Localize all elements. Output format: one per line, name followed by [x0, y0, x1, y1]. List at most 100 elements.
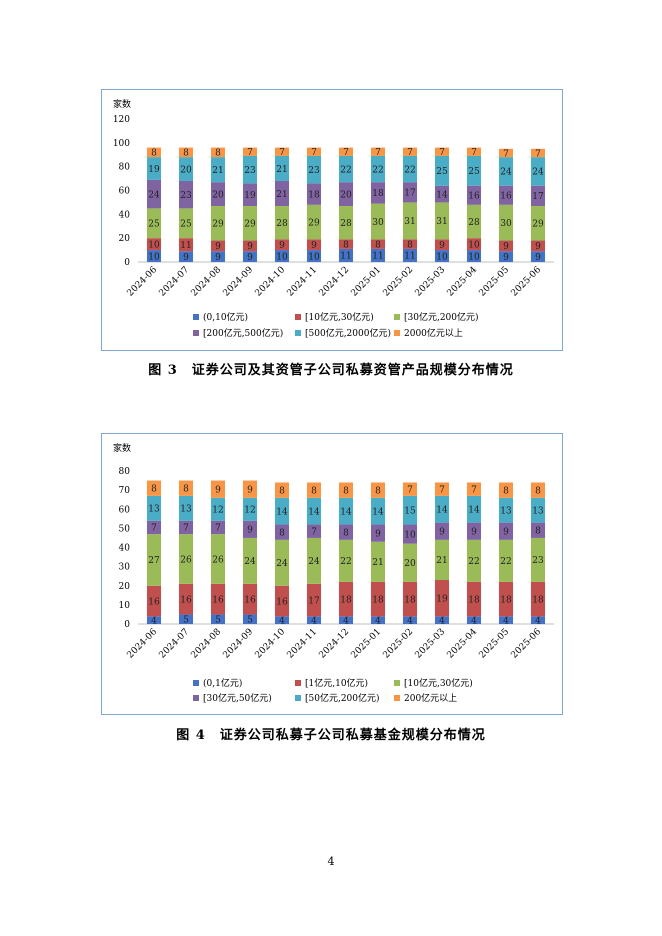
data-label: 9 — [471, 528, 477, 538]
data-label: 19 — [436, 594, 448, 604]
data-label: 16 — [180, 595, 192, 605]
data-label: 12 — [244, 506, 255, 516]
bar-segment — [370, 541, 386, 582]
bar-segment — [306, 616, 322, 624]
data-label: 9 — [535, 253, 541, 263]
bar-segment — [434, 185, 450, 203]
bar-segment — [306, 482, 322, 498]
bar-segment — [338, 155, 354, 183]
data-label: 9 — [439, 241, 445, 251]
data-label: 4 — [343, 616, 349, 626]
x-tick-label: 2025-05 — [478, 627, 512, 661]
data-label: 9 — [247, 253, 253, 263]
bar-segment — [210, 240, 226, 252]
bar-segment — [402, 248, 418, 262]
bar-segment — [210, 520, 226, 535]
x-tick-label: 2025-06 — [510, 265, 544, 299]
bar-segment — [530, 482, 546, 498]
legend-label: [500亿元,2000亿元) — [305, 327, 391, 339]
bar-segment — [178, 147, 194, 158]
y-axis-label: 家数 — [113, 442, 131, 454]
bar-segment — [242, 480, 258, 498]
bar-segment — [434, 239, 450, 251]
data-label: 24 — [244, 557, 256, 567]
bar-segment — [274, 205, 290, 240]
x-tick-label: 2024-08 — [190, 265, 224, 299]
bar-segment — [402, 543, 418, 582]
legend-swatch — [394, 314, 400, 320]
bar-segment — [146, 208, 162, 239]
data-label: 29 — [212, 220, 224, 230]
data-label: 20 — [404, 559, 416, 569]
bar-segment — [146, 250, 162, 262]
bar-segment — [178, 180, 194, 209]
bar-segment — [498, 157, 514, 186]
data-label: 7 — [311, 528, 317, 538]
x-tick-label: 2025-03 — [414, 265, 448, 299]
x-tick-label: 2025-04 — [446, 265, 480, 299]
x-tick-label: 2024-06 — [126, 627, 160, 661]
data-label: 4 — [151, 616, 157, 626]
bar-segment — [242, 614, 258, 624]
chart-private-fund-subsidiary: 家数 0 10 20 30 40 50 60 70 80 4 16 27 7 13 8 2024-06 5 16 26… — [101, 433, 563, 715]
bar-segment — [466, 495, 482, 523]
chart-svg: 家数 0 20 40 60 80 100 120 10 10 25 24 19 8 2024-06 9 11 25… — [113, 98, 554, 339]
data-label: 16 — [468, 192, 480, 202]
y-tick-label: 100 — [113, 139, 130, 149]
data-label: 13 — [180, 505, 192, 515]
bar-segment — [338, 539, 354, 582]
data-label: 7 — [375, 148, 381, 158]
bar-segment — [370, 497, 386, 525]
data-label: 8 — [279, 529, 285, 539]
bar-segment — [274, 585, 290, 617]
bar-segment — [466, 581, 482, 617]
x-tick-label: 2024-10 — [254, 627, 288, 661]
data-label: 10 — [468, 252, 480, 262]
figure-caption: 图 4 证券公司私募子公司私募基金规模分布情况 — [176, 728, 486, 743]
data-label: 29 — [532, 220, 544, 230]
bar-segment — [274, 155, 290, 181]
legend-label: 2000亿元以上 — [404, 327, 463, 339]
x-tick-label: 2025-04 — [446, 627, 480, 661]
bar-segment — [370, 155, 386, 183]
data-label: 10 — [468, 240, 480, 250]
bar-segment — [242, 583, 258, 615]
bar-segment — [466, 616, 482, 624]
data-label: 8 — [503, 486, 509, 496]
data-label: 4 — [439, 616, 445, 626]
bar-segment — [146, 179, 162, 209]
bar-segment — [146, 520, 162, 535]
bar-segment — [434, 147, 450, 156]
data-label: 12 — [212, 506, 223, 516]
x-tick-label: 2025-02 — [382, 265, 416, 299]
bar-segment — [178, 480, 194, 496]
bar-segment — [338, 581, 354, 617]
legend-swatch — [295, 314, 301, 320]
data-label: 7 — [247, 148, 253, 158]
data-label: 7 — [215, 524, 221, 534]
data-label: 22 — [468, 557, 479, 567]
bar-segment — [274, 180, 290, 206]
data-label: 22 — [372, 165, 383, 175]
bar-segment — [530, 205, 546, 241]
bar-segment — [146, 534, 162, 586]
data-label: 8 — [311, 486, 317, 496]
data-label: 7 — [471, 485, 477, 495]
x-tick-label: 2024-11 — [286, 627, 320, 661]
data-label: 7 — [343, 148, 349, 158]
legend-swatch — [193, 680, 199, 686]
data-label: 9 — [503, 528, 509, 538]
y-tick-label: 50 — [119, 524, 131, 534]
bar-segment — [274, 482, 290, 498]
bar-segment — [338, 205, 354, 240]
x-tick-label: 2024-12 — [318, 265, 352, 299]
data-label: 21 — [372, 558, 383, 568]
x-tick-label: 2024-06 — [126, 265, 160, 299]
bar-segment — [274, 539, 290, 586]
bar-segment — [178, 157, 194, 181]
bar-segment — [498, 616, 514, 624]
bar-segment — [274, 616, 290, 624]
bar-segment — [178, 534, 194, 584]
data-label: 21 — [436, 556, 447, 566]
bar-segment — [146, 495, 162, 521]
